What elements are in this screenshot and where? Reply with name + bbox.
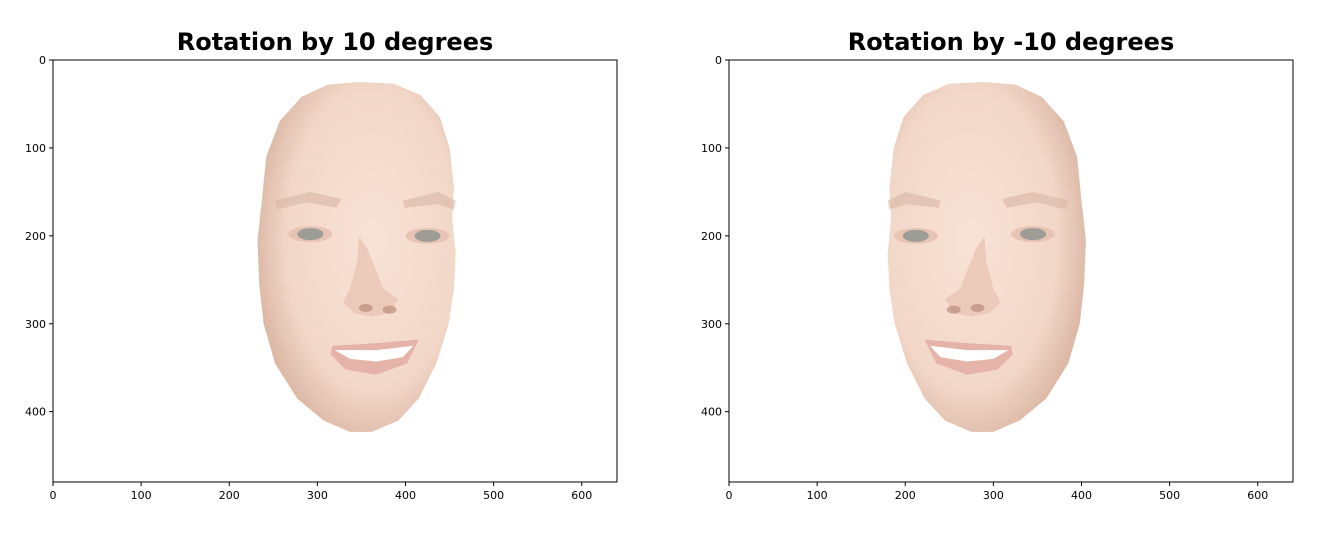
nose	[944, 235, 1001, 317]
face-image	[257, 81, 456, 432]
left-brow	[275, 191, 342, 210]
left-eye	[297, 228, 324, 241]
right-panel-title: Rotation by -10 degrees	[847, 28, 1175, 56]
teeth	[929, 345, 1009, 362]
nostril	[946, 305, 961, 314]
right-plot: 0 100 200 300 400 500 600 0 100 200 300 400	[701, 54, 1294, 502]
y-tick-label: 0	[39, 54, 46, 67]
nose	[342, 235, 399, 317]
y-tick-label: 300	[701, 318, 722, 331]
x-tick-label: 100	[807, 489, 828, 502]
face-image	[887, 81, 1086, 432]
y-tick-label: 200	[701, 230, 722, 243]
left-panel-title: Rotation by 10 degrees	[176, 28, 494, 56]
left-panel: Rotation by 10 degrees 0 100 200 300 400 500 6…	[25, 28, 618, 502]
x-tick-label: 0	[726, 489, 733, 502]
x-tick-label: 500	[1159, 489, 1180, 502]
x-tick-label: 0	[50, 489, 57, 502]
x-tick-label: 200	[219, 489, 240, 502]
right-eye	[902, 229, 929, 242]
y-tick-label: 400	[25, 406, 46, 419]
axes-frame	[728, 59, 1294, 483]
y-tick-label: 400	[701, 406, 722, 419]
y-tick-label: 100	[701, 142, 722, 155]
x-tick-label: 300	[307, 489, 328, 502]
y-tick-label: 0	[715, 54, 722, 67]
y-tick-label: 200	[25, 230, 46, 243]
y-tick-label: 100	[25, 142, 46, 155]
axes-frame	[52, 59, 618, 483]
x-tick-label: 300	[983, 489, 1004, 502]
right-brow	[402, 191, 456, 210]
nostril	[358, 303, 373, 312]
left-eye	[1020, 228, 1047, 241]
x-tick-label: 600	[571, 489, 592, 502]
right-brow	[887, 191, 941, 210]
y-tick-label: 300	[25, 318, 46, 331]
teeth	[335, 345, 414, 362]
x-tick-label: 100	[131, 489, 152, 502]
right-panel: Rotation by -10 degrees 0 100 200 300 400 500…	[660, 0, 1320, 550]
face-shape	[257, 81, 456, 432]
x-tick-label: 500	[483, 489, 504, 502]
x-tick-label: 200	[895, 489, 916, 502]
x-tick-label: 400	[395, 489, 416, 502]
left-plot: 0 100 200 300 400 500 600 0 100 200 300 400	[25, 54, 618, 502]
right-eye	[414, 229, 441, 242]
face-shape	[887, 81, 1086, 432]
left-brow	[1002, 191, 1069, 210]
nostril	[970, 303, 985, 312]
x-tick-label: 600	[1247, 489, 1268, 502]
nostril	[382, 305, 397, 314]
x-tick-label: 400	[1071, 489, 1092, 502]
